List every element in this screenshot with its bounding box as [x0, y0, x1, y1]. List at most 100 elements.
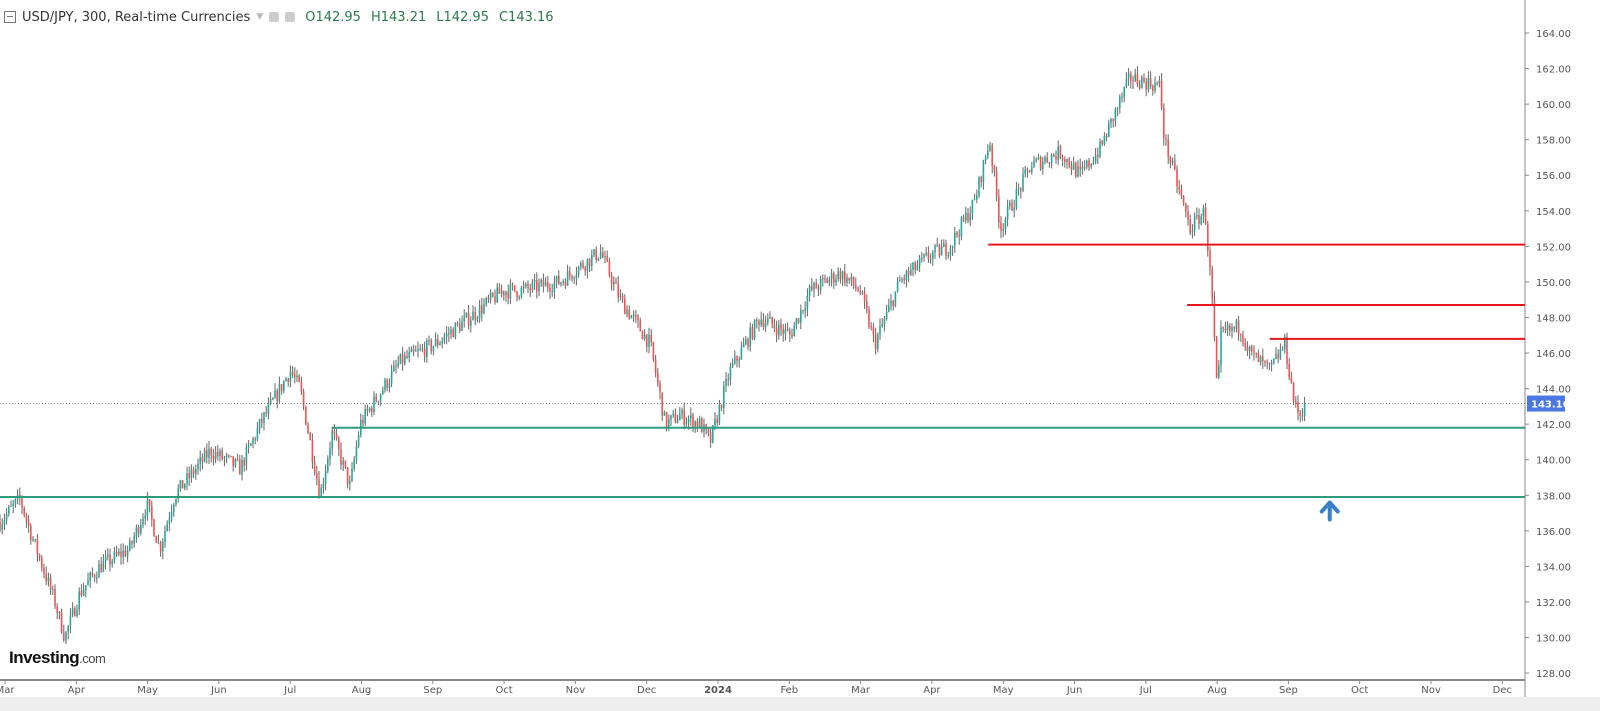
candle-up [382, 390, 384, 395]
candle-up [522, 286, 525, 288]
candle-down [1156, 82, 1159, 84]
candle-up [1158, 80, 1161, 84]
candle-down [148, 499, 151, 507]
candle-down [824, 278, 826, 280]
candle-up [731, 363, 734, 367]
candle-down [1048, 162, 1051, 164]
visibility-icon[interactable] [269, 12, 280, 22]
candle-up [613, 281, 615, 285]
candle-down [316, 472, 318, 480]
candle-up [47, 577, 50, 582]
candle-up [837, 271, 840, 280]
candle-down [1152, 86, 1154, 91]
candle-down [848, 277, 851, 281]
candle-down [1213, 298, 1216, 337]
candle-up [272, 398, 274, 400]
candle-up [173, 504, 175, 512]
candle-up [879, 326, 881, 336]
candle-up [753, 319, 756, 339]
candle-up [197, 463, 199, 470]
candle-down [481, 305, 483, 314]
x-tick-label: Apr [68, 685, 86, 696]
candle-up [1303, 403, 1306, 416]
candle-up [505, 291, 507, 296]
candle-up [729, 366, 732, 381]
candle-down [1132, 80, 1134, 82]
candle-down [153, 519, 155, 537]
candle-up [10, 505, 12, 507]
candle-down [1039, 157, 1042, 170]
candle-down [1209, 250, 1211, 269]
candle-down [914, 262, 917, 271]
candle-up [1116, 108, 1119, 110]
candle-up [668, 419, 670, 428]
y-tick-label: 130.00 [1536, 634, 1571, 645]
candle-up [518, 296, 521, 298]
dropdown-caret-icon[interactable]: ▼ [256, 12, 264, 22]
candle-up [1035, 159, 1038, 162]
candle-down [91, 572, 94, 576]
candle-up [1103, 135, 1106, 145]
candle-down [1046, 157, 1049, 163]
collapse-icon[interactable] [4, 11, 16, 23]
candle-up [5, 513, 8, 520]
candle-up [593, 249, 595, 256]
candle-up [454, 323, 457, 338]
candle-up [905, 271, 908, 281]
candle-down [159, 542, 162, 552]
candle-up [1037, 157, 1040, 160]
candle-up [129, 541, 131, 550]
candle-down [1264, 361, 1266, 363]
candle-up [1031, 167, 1033, 173]
candle-down [131, 541, 133, 544]
candle-down [993, 165, 996, 172]
candle-down [980, 177, 983, 183]
candle-down [1061, 157, 1064, 160]
candle-down [542, 279, 545, 287]
candle-down [261, 419, 263, 423]
candle-down [236, 459, 239, 461]
candle-down [584, 267, 587, 271]
candle-down [833, 273, 835, 283]
candle-up [718, 405, 721, 424]
candle-up [439, 343, 441, 346]
candle-up [877, 335, 879, 350]
y-tick-label: 138.00 [1536, 491, 1571, 502]
candle-down [701, 418, 703, 433]
candle-up [984, 157, 987, 161]
candle-up [1202, 207, 1205, 217]
candle-up [1057, 146, 1060, 160]
candle-up [58, 611, 61, 613]
y-tick-label: 146.00 [1536, 349, 1571, 360]
candle-down [1163, 107, 1165, 139]
candle-up [804, 308, 807, 312]
candle-down [857, 288, 859, 292]
candle-down [707, 429, 710, 433]
candle-up [140, 524, 142, 534]
candle-down [558, 275, 560, 285]
symbol-title[interactable]: USD/JPY, 300, Real-time Currencies [22, 9, 251, 25]
candle-down [1088, 160, 1090, 167]
candle-down [859, 291, 862, 293]
candle-up [175, 498, 177, 505]
candle-up [368, 408, 371, 412]
candle-down [635, 315, 637, 317]
candle-up [415, 350, 417, 352]
candle-down [307, 424, 309, 433]
candle-down [386, 379, 389, 388]
candle-down [63, 632, 65, 641]
candle-up [357, 435, 360, 447]
candle-up [349, 480, 351, 484]
candle-up [795, 318, 798, 326]
settings-icon[interactable] [285, 12, 296, 22]
up-arrow-icon [1319, 500, 1340, 522]
candle-down [276, 390, 279, 401]
candle-up [599, 252, 602, 258]
candle-up [1013, 207, 1016, 211]
candle-down [1112, 118, 1115, 122]
candle-up [949, 248, 952, 256]
candle-down [1246, 346, 1249, 352]
candle-down [206, 450, 208, 458]
candle-up [500, 291, 503, 294]
